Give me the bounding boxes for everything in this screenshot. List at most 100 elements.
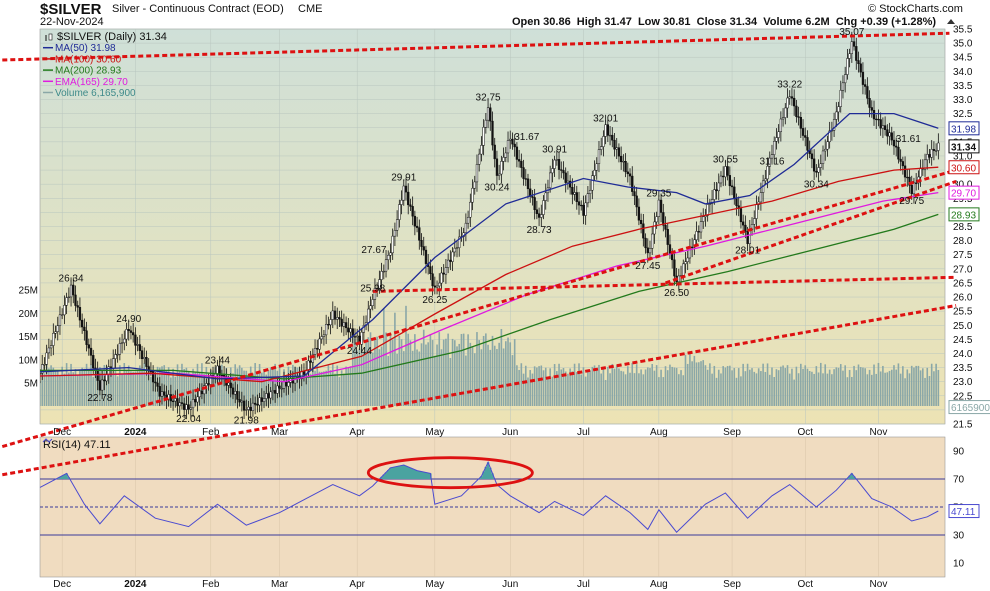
candle-body: [273, 390, 277, 394]
volume-bar: [522, 373, 525, 406]
price-tick-label: 27.5: [953, 250, 973, 261]
candle-body: [422, 246, 425, 251]
price-annotation: 29.35: [646, 189, 671, 200]
price-annotation: 30.55: [713, 155, 738, 166]
candle-body: [526, 178, 530, 190]
candle-body: [418, 227, 421, 241]
candle-body: [489, 107, 492, 122]
volume-bar: [181, 363, 183, 406]
volume-bar: [196, 363, 199, 406]
volume-bar: [130, 371, 132, 406]
volume-bar: [400, 339, 403, 406]
candle-body: [353, 336, 357, 338]
candle-body: [400, 199, 403, 205]
candle-body: [739, 208, 743, 223]
candle-body: [207, 383, 210, 385]
chart-name: Silver - Continuous Contract (EOD): [112, 3, 284, 15]
volume-bar: [553, 364, 556, 406]
axis-value-box: [948, 121, 980, 136]
candle-body: [276, 385, 279, 394]
candle-body: [702, 216, 705, 222]
candle-body: [329, 319, 332, 326]
volume-bar: [875, 373, 878, 406]
volume-bar: [72, 372, 75, 406]
volume-bar: [462, 333, 465, 406]
candle-body: [571, 187, 574, 195]
volume-bar: [482, 335, 485, 406]
candle-body: [189, 407, 192, 410]
candle-body: [620, 155, 623, 163]
volume-bar: [757, 368, 760, 406]
candle-body: [883, 125, 887, 130]
volume-bar: [212, 370, 214, 406]
trend-line: [665, 179, 957, 285]
price-annotation: 35.07: [839, 27, 864, 38]
candle-body: [495, 158, 499, 176]
volume-bar: [797, 373, 800, 406]
volume-bar: [81, 367, 83, 406]
price-x-label: Nov: [870, 427, 888, 438]
candle-body: [356, 335, 359, 338]
volume-bar: [469, 342, 472, 406]
volume-bar: [345, 366, 347, 406]
volume-bar: [791, 368, 793, 406]
volume-bar: [826, 373, 829, 406]
candle-body: [449, 259, 452, 262]
candle-body: [746, 231, 749, 244]
price-tick-label: 32.5: [953, 109, 973, 120]
volume-bar: [915, 365, 917, 406]
candle-body: [420, 240, 423, 247]
price-annotation: 27.45: [635, 261, 660, 272]
volume-bar: [729, 365, 731, 406]
price-tick-label: 33.5: [953, 81, 973, 92]
volume-bar: [835, 367, 838, 406]
volume-bar: [380, 346, 383, 406]
volume-bar: [651, 363, 654, 406]
candle-body: [866, 86, 869, 99]
axis-value-box: [948, 207, 980, 222]
rsi-x-label: Apr: [349, 579, 365, 590]
candle-body: [242, 400, 246, 411]
volume-tick-label: 10M: [19, 355, 38, 366]
volume-bar: [141, 370, 143, 406]
candle-body: [777, 131, 780, 138]
candle-body: [890, 132, 893, 141]
volume-bar: [831, 374, 833, 406]
volume-bar: [61, 366, 63, 406]
volume-bar: [700, 361, 702, 406]
candle-body: [668, 244, 672, 254]
volume-bar: [467, 334, 469, 406]
volume-bar: [383, 308, 385, 406]
volume-bar: [702, 360, 705, 406]
volume-bar: [655, 365, 658, 406]
rsi-x-label: Oct: [797, 579, 813, 590]
candle-body: [216, 365, 219, 375]
price-x-label: Sep: [723, 427, 741, 438]
volume-bar: [92, 376, 95, 406]
candle-body: [413, 215, 417, 227]
price-annotation: 31.67: [514, 132, 539, 143]
rsi-tick-label: 30: [953, 531, 965, 542]
candle-body: [733, 186, 736, 200]
volume-bar: [520, 363, 523, 406]
volume-bar: [551, 376, 554, 406]
copyright: © StockCharts.com: [868, 3, 963, 15]
candle-body: [183, 403, 186, 410]
candle-body: [784, 107, 787, 118]
rsi-x-label: Jun: [502, 579, 518, 590]
candle-body: [810, 153, 814, 160]
candle-body: [848, 53, 851, 59]
volume-bar: [43, 373, 46, 406]
axis-value-label: 6165900: [951, 403, 990, 414]
candle-body: [799, 117, 802, 129]
volume-bar: [365, 342, 367, 406]
candle-body: [424, 249, 428, 264]
volume-bar: [833, 369, 835, 406]
candle-body: [753, 218, 756, 225]
candle-body: [879, 119, 882, 129]
candle-body: [484, 119, 487, 128]
candle-body: [631, 175, 634, 192]
price-annotation: 28.73: [527, 225, 552, 236]
candle-body: [149, 370, 153, 373]
volume-bar: [782, 365, 784, 406]
